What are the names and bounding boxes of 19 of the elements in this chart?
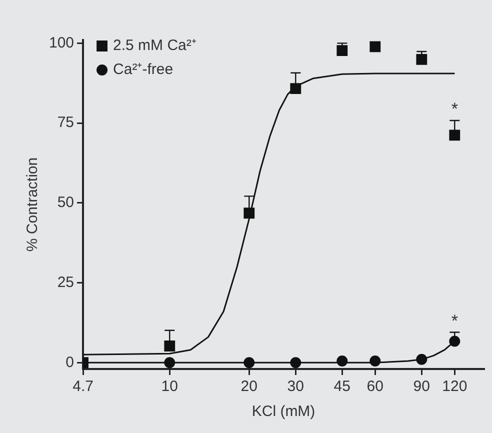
x-tick-label: 10 bbox=[161, 378, 178, 396]
y-tick-label: 100 bbox=[48, 34, 74, 52]
annotation: * bbox=[451, 100, 458, 119]
y-tick-label: 0 bbox=[66, 354, 74, 371]
x-axis-title: KCl (mM) bbox=[252, 403, 316, 420]
y-tick-label: 25 bbox=[57, 274, 74, 291]
x-tick-label: 20 bbox=[240, 378, 258, 396]
x-tick-label: 60 bbox=[366, 378, 384, 396]
y-axis-title: % Contraction bbox=[24, 157, 42, 252]
x-tick-label: 45 bbox=[334, 378, 350, 396]
x-tick-label: 4.7 bbox=[72, 378, 94, 396]
annotation: * bbox=[451, 311, 458, 330]
legend-label: 2.5 mM Ca²⁺ bbox=[113, 37, 196, 54]
x-tick-label: 30 bbox=[287, 378, 304, 396]
y-tick-label: 50 bbox=[57, 194, 74, 212]
x-tick-label: 120 bbox=[442, 378, 468, 396]
legend-label: Ca²⁺-free bbox=[113, 61, 174, 78]
x-tick-label: 90 bbox=[413, 378, 430, 396]
y-tick-label: 75 bbox=[57, 114, 74, 132]
